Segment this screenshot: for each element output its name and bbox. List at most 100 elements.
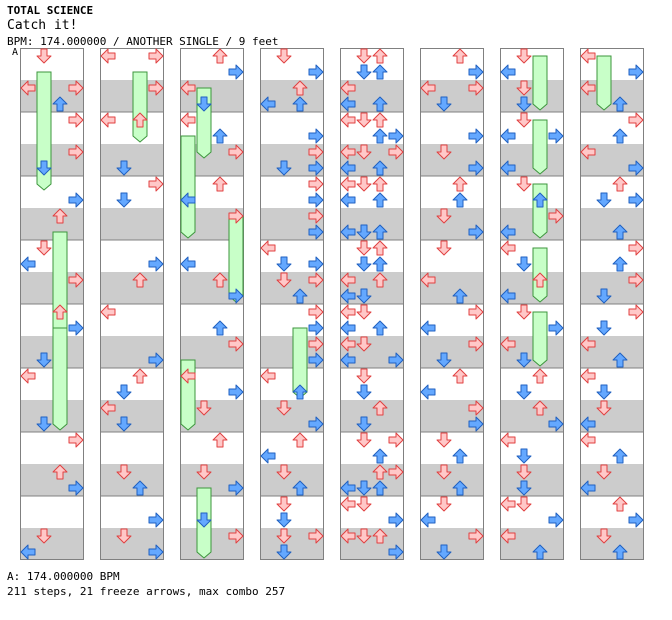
left-arrow-note [340, 96, 356, 112]
up-arrow-note [52, 208, 68, 224]
up-arrow-note [532, 400, 548, 416]
right-arrow-note [148, 256, 164, 272]
right-arrow-note [628, 112, 644, 128]
up-arrow-note [292, 80, 308, 96]
up-arrow-note [452, 368, 468, 384]
up-arrow-note [132, 480, 148, 496]
down-arrow-note [516, 352, 532, 368]
left-arrow-note [340, 272, 356, 288]
down-arrow-note [276, 256, 292, 272]
beat-stripe [420, 176, 484, 208]
right-arrow-note [308, 336, 324, 352]
up-arrow-note [212, 432, 228, 448]
right-arrow-note [468, 80, 484, 96]
right-arrow-note [628, 160, 644, 176]
beat-stripe [340, 368, 404, 400]
right-arrow-note [228, 528, 244, 544]
right-arrow-note [468, 128, 484, 144]
left-arrow-note [580, 368, 596, 384]
column-border [580, 48, 644, 560]
left-arrow-note [500, 160, 516, 176]
down-arrow-note [436, 352, 452, 368]
left-arrow-note [180, 112, 196, 128]
down-arrow-note [596, 528, 612, 544]
left-arrow-note [340, 352, 356, 368]
left-arrow-note [340, 224, 356, 240]
right-arrow-note [228, 384, 244, 400]
up-arrow-note [452, 176, 468, 192]
right-arrow-note [468, 160, 484, 176]
beat-stripe [20, 208, 84, 240]
beat-stripe [20, 400, 84, 432]
down-arrow-note [276, 464, 292, 480]
up-arrow-note [612, 496, 628, 512]
up-arrow-note [612, 176, 628, 192]
down-arrow-note [516, 176, 532, 192]
left-arrow-note [420, 512, 436, 528]
right-arrow-note [68, 112, 84, 128]
down-arrow-note [356, 336, 372, 352]
up-arrow-note [212, 176, 228, 192]
right-arrow-note [468, 336, 484, 352]
beat-stripe [100, 464, 164, 496]
right-arrow-note [548, 320, 564, 336]
down-arrow-note [116, 384, 132, 400]
left-arrow-note [20, 368, 36, 384]
column-border [340, 48, 404, 560]
up-arrow-note [292, 96, 308, 112]
down-arrow-note [356, 240, 372, 256]
section-marker: A [12, 47, 19, 58]
left-arrow-note [180, 192, 196, 208]
up-arrow-note [372, 448, 388, 464]
beat-stripe [580, 208, 644, 240]
down-arrow-note [356, 384, 372, 400]
column-border [100, 48, 164, 560]
beat-stripe [20, 496, 84, 528]
left-arrow-note [500, 432, 516, 448]
down-arrow-note [596, 384, 612, 400]
column-border [420, 48, 484, 560]
left-arrow-note [340, 480, 356, 496]
down-arrow-note [516, 112, 532, 128]
down-arrow-note [436, 432, 452, 448]
up-arrow-note [452, 192, 468, 208]
up-arrow-note [292, 384, 308, 400]
beat-stripe [180, 496, 244, 528]
beat-stripe [100, 368, 164, 400]
up-arrow-note [372, 176, 388, 192]
left-arrow-note [340, 304, 356, 320]
chart-column [180, 48, 244, 560]
down-arrow-note [356, 288, 372, 304]
down-arrow-note [36, 240, 52, 256]
left-arrow-note [180, 368, 196, 384]
chart-column [500, 48, 564, 560]
right-arrow-note [628, 64, 644, 80]
down-arrow-note [356, 64, 372, 80]
right-arrow-note [68, 144, 84, 160]
up-arrow-note [612, 96, 628, 112]
down-arrow-note [596, 320, 612, 336]
up-arrow-note [372, 320, 388, 336]
left-arrow-note [100, 48, 116, 64]
right-arrow-note [548, 512, 564, 528]
chart-column [260, 48, 324, 560]
up-arrow-note [372, 64, 388, 80]
down-arrow-note [36, 352, 52, 368]
down-arrow-note [436, 144, 452, 160]
beat-stripe [420, 432, 484, 464]
down-arrow-note [436, 496, 452, 512]
right-arrow-note [628, 192, 644, 208]
left-arrow-note [500, 336, 516, 352]
left-arrow-note [340, 288, 356, 304]
right-arrow-note [388, 128, 404, 144]
right-arrow-note [388, 544, 404, 560]
down-arrow-note [516, 448, 532, 464]
up-arrow-note [612, 352, 628, 368]
beat-stripe [580, 528, 644, 560]
down-arrow-note [596, 464, 612, 480]
left-arrow-note [580, 416, 596, 432]
left-arrow-note [580, 480, 596, 496]
column-border [260, 48, 324, 560]
beat-stripe [500, 464, 564, 496]
up-arrow-note [292, 432, 308, 448]
